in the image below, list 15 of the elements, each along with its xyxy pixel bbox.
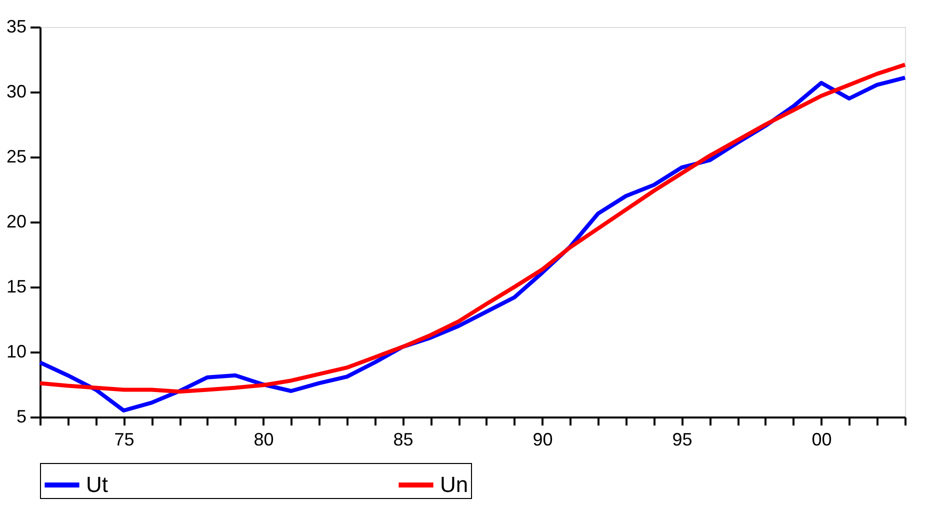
x-tick-label: 95 <box>672 430 692 450</box>
y-tick-label: 25 <box>6 146 26 166</box>
x-tick-label: 80 <box>254 430 274 450</box>
y-tick-label: 30 <box>6 82 26 102</box>
y-tick-label: 20 <box>6 212 26 232</box>
x-tick-label: 75 <box>114 430 134 450</box>
x-tick-label: 00 <box>812 430 832 450</box>
y-tick-label: 35 <box>6 16 26 36</box>
y-tick-label: 10 <box>6 342 26 362</box>
x-tick-label: 85 <box>393 430 414 450</box>
y-tick-label: 15 <box>6 276 26 296</box>
x-tick-label: 90 <box>532 430 553 450</box>
legend-label: Un <box>440 472 468 497</box>
y-tick-label: 5 <box>16 406 26 426</box>
legend-label: Ut <box>86 472 108 497</box>
